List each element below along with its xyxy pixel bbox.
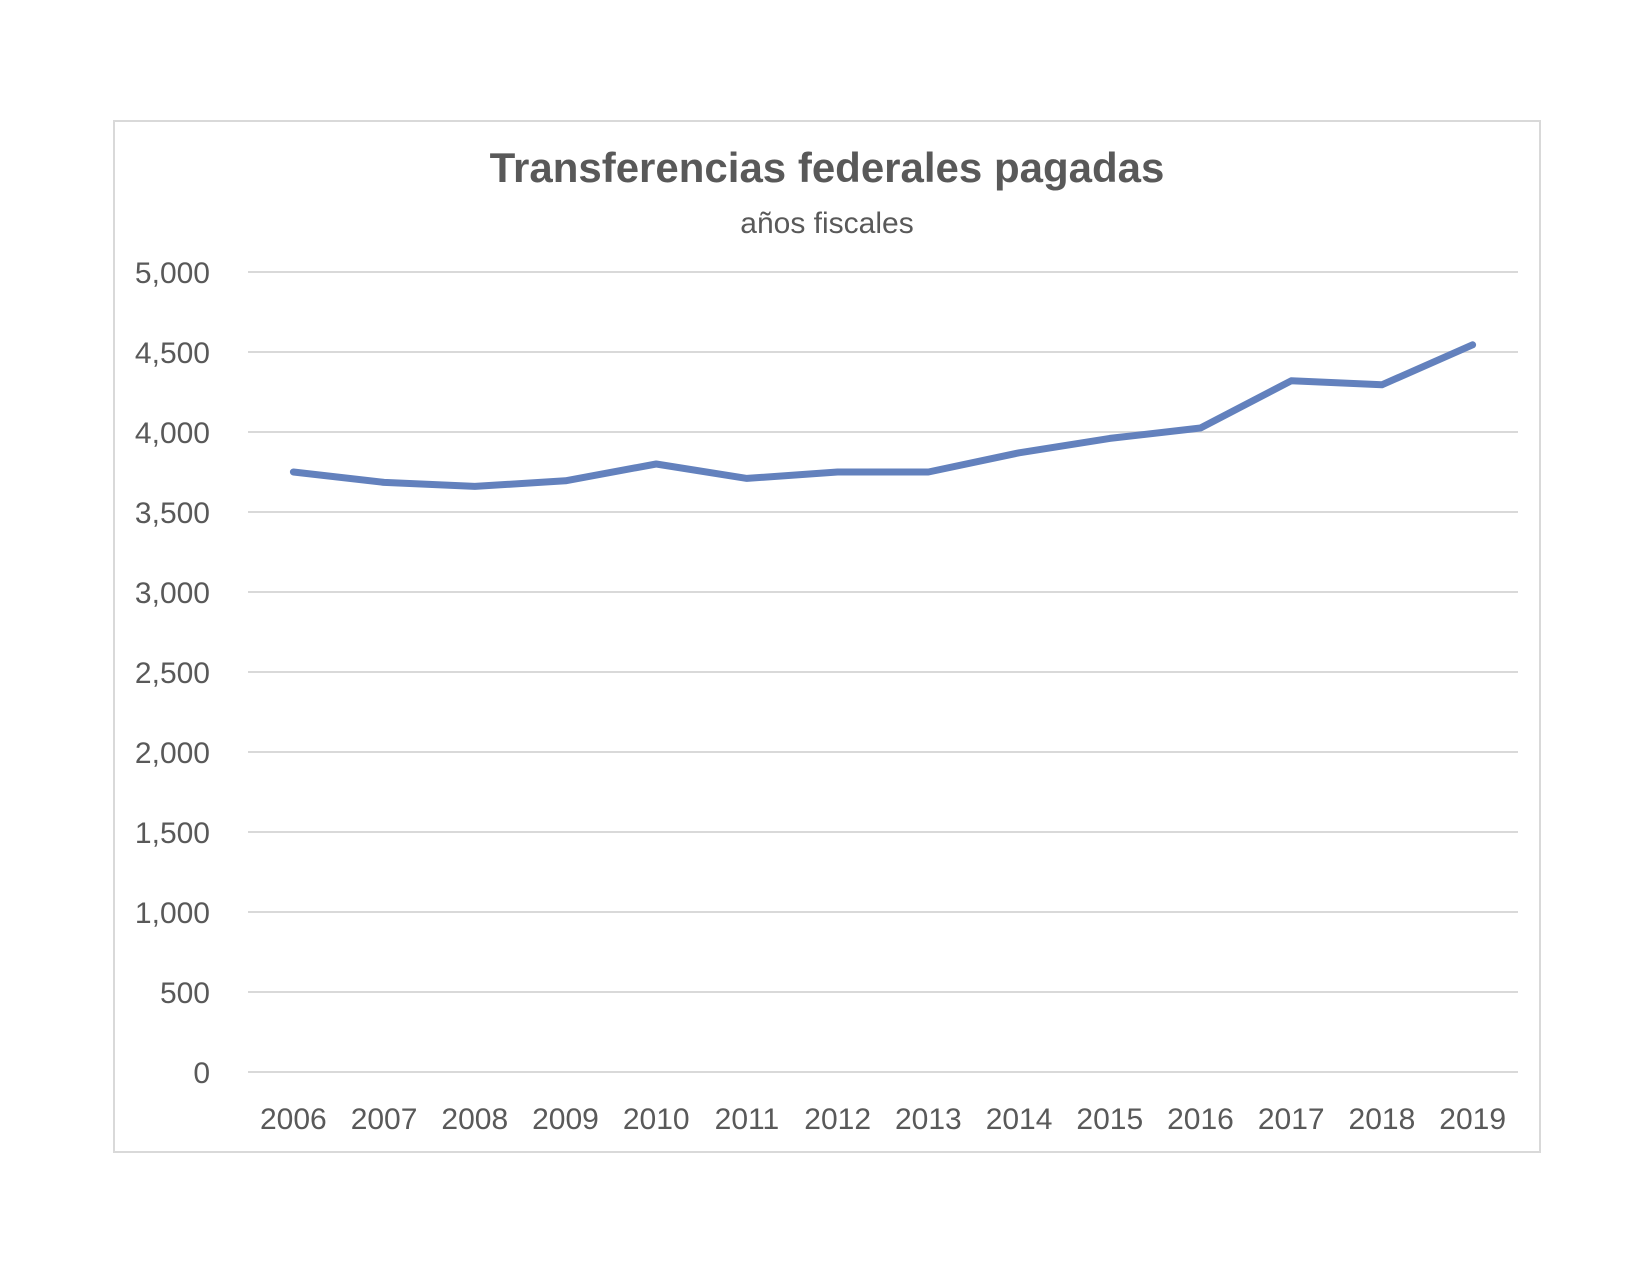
y-tick-label: 1,000 bbox=[135, 897, 210, 930]
x-tick-label: 2009 bbox=[532, 1103, 599, 1136]
x-tick-label: 2018 bbox=[1349, 1103, 1416, 1136]
gridlines bbox=[248, 271, 1518, 1073]
y-tick-label: 4,500 bbox=[135, 337, 210, 370]
series-layer bbox=[289, 341, 1477, 490]
line-chart: Transferencias federales pagadas años fi… bbox=[135, 144, 1518, 1136]
x-tick-label: 2016 bbox=[1167, 1103, 1234, 1136]
y-tick-label: 1,500 bbox=[135, 817, 210, 850]
y-tick-label: 2,000 bbox=[135, 737, 210, 770]
y-tick-label: 0 bbox=[193, 1057, 210, 1090]
y-tick-label: 2,500 bbox=[135, 657, 210, 690]
y-tick-label: 5,000 bbox=[135, 257, 210, 290]
y-tick-label: 4,000 bbox=[135, 417, 210, 450]
series-line bbox=[289, 341, 1477, 490]
y-tick-label: 3,000 bbox=[135, 577, 210, 610]
y-tick-label: 3,500 bbox=[135, 497, 210, 530]
x-tick-label: 2017 bbox=[1258, 1103, 1325, 1136]
chart-subtitle: años fiscales bbox=[740, 207, 913, 240]
chart-frame: Transferencias federales pagadas años fi… bbox=[113, 120, 1541, 1153]
x-axis-ticks: 2006 2007 2008 2009 2010 2011 2012 2013 2014 2015… bbox=[260, 1103, 1506, 1136]
x-tick-label: 2008 bbox=[441, 1103, 508, 1136]
x-tick-label: 2006 bbox=[260, 1103, 327, 1136]
x-tick-label: 2019 bbox=[1439, 1103, 1506, 1136]
x-tick-label: 2007 bbox=[351, 1103, 418, 1136]
x-tick-label: 2010 bbox=[623, 1103, 690, 1136]
x-tick-label: 2015 bbox=[1076, 1103, 1143, 1136]
chart-title: Transferencias federales pagadas bbox=[490, 144, 1165, 191]
y-tick-label: 500 bbox=[160, 977, 210, 1010]
y-axis-ticks: 0 500 1,000 1,500 2,000 2,500 3,000 3,500 4,000 4… bbox=[135, 257, 210, 1090]
x-tick-label: 2011 bbox=[715, 1103, 780, 1136]
x-tick-label: 2012 bbox=[804, 1103, 871, 1136]
x-tick-label: 2014 bbox=[986, 1103, 1053, 1136]
x-tick-label: 2013 bbox=[895, 1103, 962, 1136]
